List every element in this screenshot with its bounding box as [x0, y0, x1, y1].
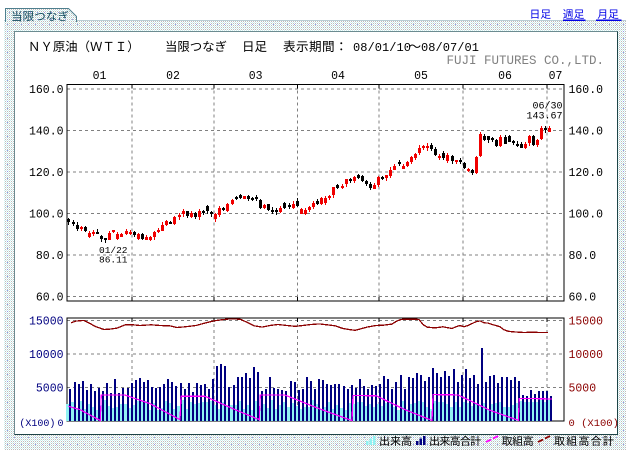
svg-text:100.0: 100.0 [569, 209, 604, 222]
svg-text:15000: 15000 [29, 316, 64, 329]
svg-text:5000: 5000 [569, 383, 597, 396]
svg-text:04: 04 [331, 70, 345, 83]
svg-text:10000: 10000 [29, 349, 64, 362]
svg-text:140.0: 140.0 [569, 126, 604, 139]
svg-text:80.0: 80.0 [569, 250, 597, 263]
svg-text:86.11: 86.11 [99, 255, 128, 266]
svg-text:(X100): (X100) [19, 418, 55, 430]
svg-text:0 (X100): 0 (X100) [569, 418, 619, 430]
svg-text:08/07/01: 08/07/01 [421, 41, 479, 55]
svg-text:0: 0 [57, 419, 63, 430]
svg-text:140.0: 140.0 [29, 126, 64, 139]
svg-text:01/22: 01/22 [99, 245, 128, 256]
svg-text:143.67: 143.67 [526, 112, 562, 123]
svg-text:15000: 15000 [569, 316, 604, 329]
svg-text:60.0: 60.0 [569, 292, 597, 305]
svg-text:06: 06 [498, 70, 512, 83]
svg-text:02: 02 [166, 70, 180, 83]
svg-text:60.0: 60.0 [36, 292, 64, 305]
svg-text:5000: 5000 [36, 383, 64, 396]
svg-text:05: 05 [414, 70, 428, 83]
svg-text:10000: 10000 [569, 349, 604, 362]
svg-text:160.0: 160.0 [569, 84, 604, 97]
svg-text:08/01/10: 08/01/10 [353, 41, 411, 55]
svg-text:06/30: 06/30 [532, 101, 562, 113]
svg-text:FUJI FUTURES CO.,LTD.: FUJI FUTURES CO.,LTD. [447, 54, 605, 68]
svg-text:01: 01 [93, 70, 107, 83]
svg-text:80.0: 80.0 [36, 250, 64, 263]
svg-text:160.0: 160.0 [29, 84, 64, 97]
svg-text:120.0: 120.0 [29, 167, 64, 180]
svg-text:03: 03 [249, 70, 263, 83]
svg-text:100.0: 100.0 [29, 209, 64, 222]
svg-text:07: 07 [549, 70, 563, 83]
svg-text:120.0: 120.0 [569, 167, 604, 180]
